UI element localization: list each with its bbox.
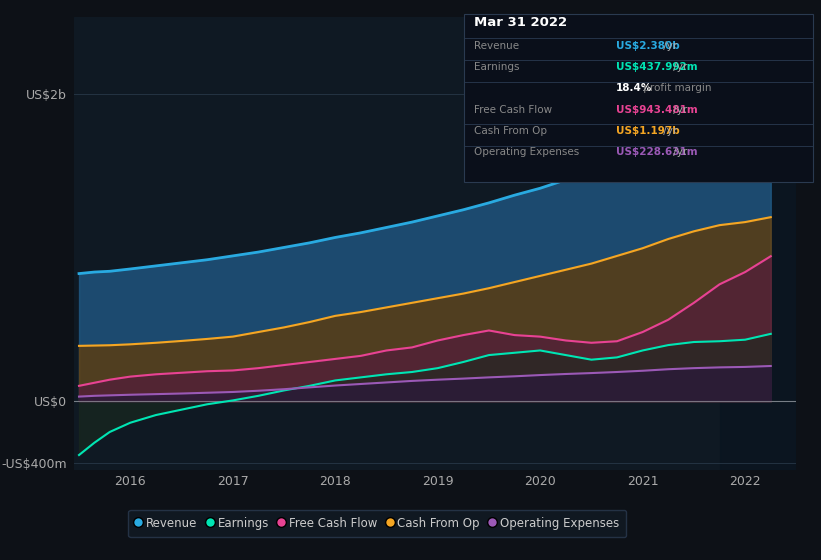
Text: /yr: /yr [660,126,677,136]
Text: US$1.197b: US$1.197b [616,126,680,136]
Text: Free Cash Flow: Free Cash Flow [474,105,552,115]
Text: US$943.481m: US$943.481m [616,105,698,115]
Text: Revenue: Revenue [474,41,519,51]
Text: US$437.992m: US$437.992m [616,62,697,72]
Text: US$2.380b: US$2.380b [616,41,680,51]
Text: /yr: /yr [660,41,677,51]
Text: US$228.631m: US$228.631m [616,147,697,157]
Text: profit margin: profit margin [640,83,712,94]
Text: /yr: /yr [670,105,687,115]
Text: Operating Expenses: Operating Expenses [474,147,579,157]
Bar [719,17,796,470]
Text: Mar 31 2022: Mar 31 2022 [474,16,566,29]
Text: /yr: /yr [670,147,687,157]
Text: Cash From Op: Cash From Op [474,126,547,136]
Text: /yr: /yr [670,62,687,72]
Text: Earnings: Earnings [474,62,519,72]
Legend: Revenue, Earnings, Free Cash Flow, Cash From Op, Operating Expenses: Revenue, Earnings, Free Cash Flow, Cash … [128,510,626,537]
Text: 18.4%: 18.4% [616,83,652,94]
